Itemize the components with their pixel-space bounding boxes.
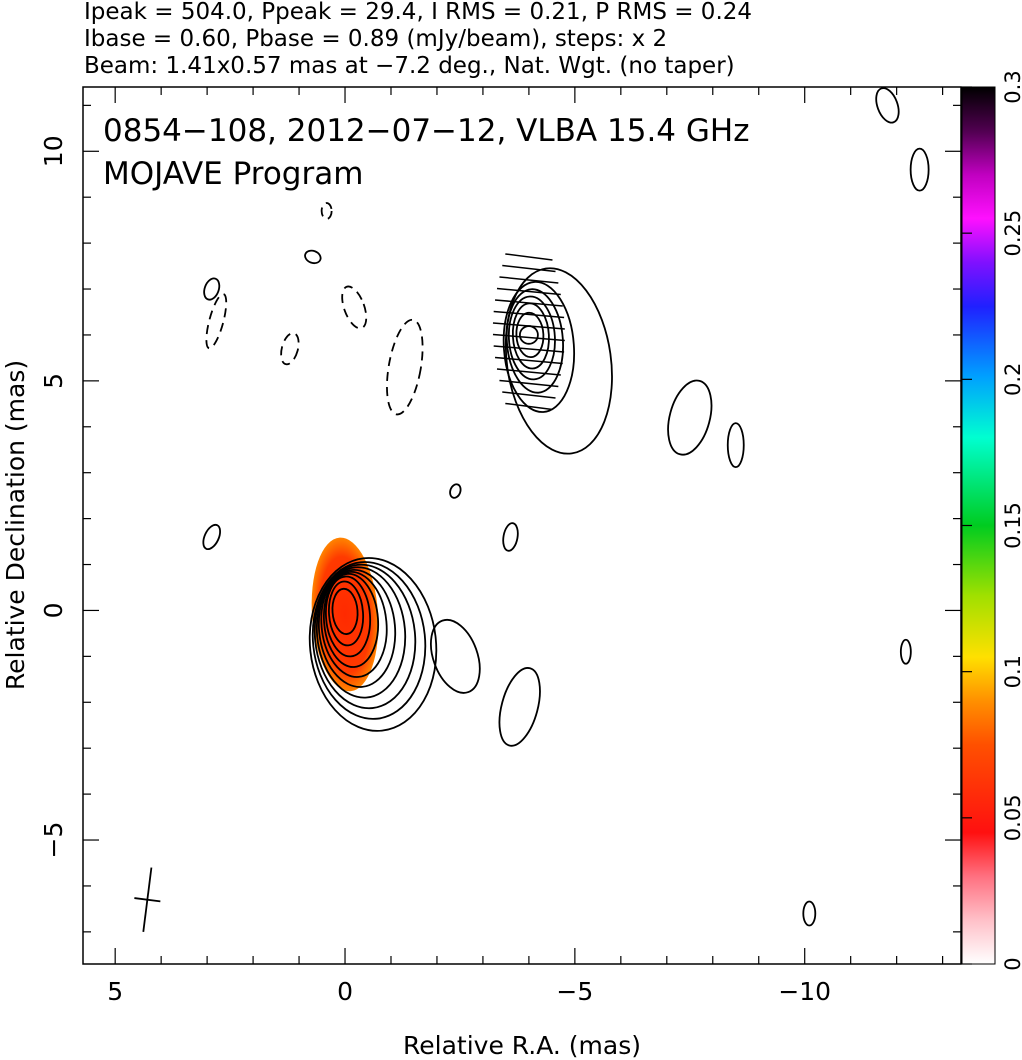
core-contour-6: [320, 571, 388, 678]
core-jet-contour-1: [430, 618, 481, 694]
jet-contour-3: [505, 288, 564, 394]
negative-contour-3: [320, 202, 333, 220]
y-tick-label: 0: [39, 602, 68, 618]
colorbar-tick-label: 0.2: [1001, 363, 1022, 396]
evpa-vector-12: [499, 379, 559, 388]
core-contour-10: [331, 587, 359, 635]
evpa-vector-6: [493, 310, 565, 319]
evpa-vector-10: [494, 356, 563, 365]
y-tick-label: −5: [39, 822, 68, 859]
core-jet-contour-2: [498, 667, 541, 747]
colorbar-tick-label: 0.15: [1001, 502, 1022, 549]
isolated-contour-5: [899, 638, 912, 665]
core-contour-3: [313, 563, 417, 710]
x-tick-label: −5: [556, 977, 593, 1006]
core-contour-1: [308, 557, 438, 732]
negative-contour-2: [280, 332, 300, 366]
map-layer: [134, 87, 930, 932]
evpa-vector-14: [505, 402, 553, 411]
x-axis-label: Relative R.A. (mas): [403, 1031, 641, 1060]
map-title: 0854−108, 2012−07−12, VLBA 15.4 GHz: [103, 113, 749, 149]
isolated-contour-6: [802, 900, 817, 927]
header-line-2: Ibase = 0.60, Pbase = 0.89 (mJy/beam), s…: [84, 26, 668, 52]
negative-contour-1: [205, 293, 228, 350]
evpa-vector-8: [492, 333, 565, 342]
evpa-vector-11: [496, 368, 561, 376]
core-contour-7: [322, 572, 380, 668]
evpa-vector-5: [494, 299, 563, 307]
core-contour-4: [315, 566, 407, 699]
negative-contour-4: [341, 285, 368, 330]
isolated-contour-11: [304, 249, 322, 265]
colorbar-tick-label: 0.25: [1001, 210, 1022, 257]
beam-minor-axis: [134, 897, 161, 903]
evpa-vector-2: [502, 264, 556, 273]
jet-contour-2: [502, 280, 576, 413]
evpa-vector-1: [505, 253, 553, 261]
x-tick-label: −10: [778, 977, 831, 1006]
colorbar-tick-label: 0: [1001, 957, 1022, 970]
colorbar-tick-label: 0.05: [1001, 794, 1022, 841]
core-contour-5: [317, 569, 397, 688]
y-tick-label: 5: [39, 373, 68, 389]
evpa-vector-4: [496, 287, 561, 296]
header-line-3: Beam: 1.41x0.57 mas at −7.2 deg., Nat. W…: [84, 53, 735, 79]
x-tick-label: 0: [337, 977, 353, 1006]
core-contour-9: [328, 580, 365, 647]
evpa-vector-13: [502, 391, 556, 399]
jet-contour-4: [507, 295, 556, 381]
jet-contour-7: [518, 325, 539, 345]
y-axis-label: Relative Declination (mas): [1, 360, 30, 690]
header-line-1: Ipeak = 504.0, Ppeak = 29.4, I RMS = 0.2…: [84, 0, 753, 25]
isolated-contour-8: [875, 87, 900, 124]
y-tick-label: 10: [39, 135, 68, 167]
isolated-contour-4: [726, 422, 745, 469]
isolated-contour-9: [203, 277, 221, 301]
colorbar-axis: 0 0.05 0.1 0.15 0.2 0.25 0.3: [962, 70, 1022, 971]
map-subtitle: MOJAVE Program: [103, 156, 363, 192]
evpa-vector-3: [499, 276, 559, 284]
isolated-contour-10: [202, 523, 222, 551]
isolated-contour-1: [449, 483, 462, 499]
core-contour-2: [311, 561, 427, 720]
isolated-contour-7: [909, 147, 930, 192]
negative-contour-5: [386, 318, 424, 416]
plot-frame: [82, 86, 962, 965]
evpa-vector-9: [493, 345, 565, 353]
core-contour-8: [324, 575, 372, 658]
axis-layer: 5 0 −5 −10 −5 0 5 10: [39, 87, 961, 1006]
x-tick-label: 5: [107, 977, 123, 1006]
isolated-contour-3: [667, 379, 713, 456]
colorbar-tick-label: 0.1: [1001, 655, 1022, 688]
isolated-contour-2: [502, 522, 519, 552]
colorbar-tick-label: 0.3: [1001, 70, 1022, 103]
evpa-vector-7: [492, 322, 565, 330]
